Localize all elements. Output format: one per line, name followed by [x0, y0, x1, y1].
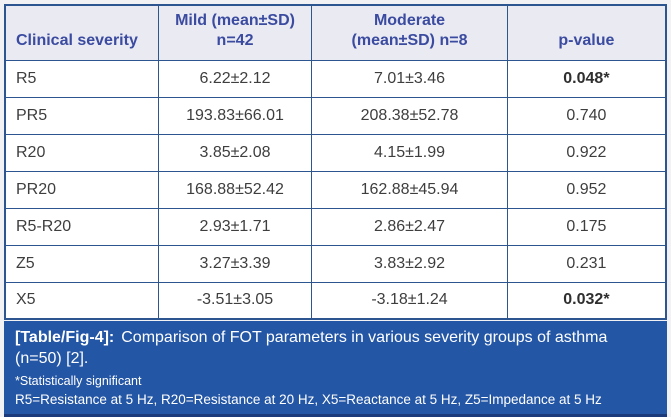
table-row: X5 -3.51±3.05 -3.18±1.24 0.032* [4, 281, 667, 320]
table-row: PR5 193.83±66.01 208.38±52.78 0.740 [4, 96, 667, 135]
moderate-value-cell: 7.01±3.46 [311, 59, 508, 98]
parameter-cell: R5-R20 [4, 207, 159, 246]
p-value-cell: 0.175 [506, 207, 667, 246]
caption-label: [Table/Fig-4]: [15, 329, 115, 346]
table-row: PR20 168.88±52.42 162.88±45.94 0.952 [4, 170, 667, 209]
p-value-cell: 0.740 [506, 96, 667, 135]
parameter-cell: R20 [4, 133, 159, 172]
parameter-cell: PR20 [4, 170, 159, 209]
header-moderate: Moderate (mean±SD) n=8 [311, 4, 508, 61]
p-value-cell: 0.032* [506, 281, 667, 320]
header-p-value: p-value [506, 4, 667, 61]
table-header-row: Clinical severity Mild (mean±SD) n=42 Mo… [4, 4, 667, 61]
moderate-value-cell: 3.83±2.92 [311, 244, 508, 283]
table-caption: [Table/Fig-4]: Comparison of FOT paramete… [4, 321, 667, 417]
mild-value-cell: 168.88±52.42 [157, 170, 313, 209]
table-row: R5 6.22±2.12 7.01±3.46 0.048* [4, 59, 667, 98]
p-value-cell: 0.922 [506, 133, 667, 172]
moderate-value-cell: 208.38±52.78 [311, 96, 508, 135]
table-row: R5-R20 2.93±1.71 2.86±2.47 0.175 [4, 207, 667, 246]
mild-value-cell: 2.93±1.71 [157, 207, 313, 246]
moderate-value-cell: 162.88±45.94 [311, 170, 508, 209]
mild-value-cell: -3.51±3.05 [157, 281, 313, 320]
caption-title: [Table/Fig-4]: Comparison of FOT paramete… [15, 328, 656, 370]
parameter-cell: R5 [4, 59, 159, 98]
caption-text: Comparison of FOT parameters in various … [15, 329, 608, 367]
header-mild-line1: Mild (mean±SD) [175, 12, 295, 30]
p-value-cell: 0.952 [506, 170, 667, 209]
header-moderate-line2: (mean±SD) n=8 [351, 31, 468, 49]
mild-value-cell: 193.83±66.01 [157, 96, 313, 135]
mild-value-cell: 3.85±2.08 [157, 133, 313, 172]
caption-note-abbreviations: R5=Resistance at 5 Hz, R20=Resistance at… [15, 392, 602, 408]
p-value-cell: 0.231 [506, 244, 667, 283]
caption-note-significant: *Statistically significant [15, 373, 142, 388]
moderate-value-cell: -3.18±1.24 [311, 281, 508, 320]
header-moderate-line1: Moderate [373, 12, 446, 30]
mild-value-cell: 3.27±3.39 [157, 244, 313, 283]
header-mild-line2: n=42 [216, 31, 254, 49]
mild-value-cell: 6.22±2.12 [157, 59, 313, 98]
header-clinical-severity: Clinical severity [4, 4, 159, 61]
moderate-value-cell: 2.86±2.47 [311, 207, 508, 246]
parameter-cell: PR5 [4, 96, 159, 135]
p-value-cell: 0.048* [506, 59, 667, 98]
table-row: Z5 3.27±3.39 3.83±2.92 0.231 [4, 244, 667, 283]
table-row: R20 3.85±2.08 4.15±1.99 0.922 [4, 133, 667, 172]
moderate-value-cell: 4.15±1.99 [311, 133, 508, 172]
fot-parameters-table: Clinical severity Mild (mean±SD) n=42 Mo… [4, 4, 667, 320]
header-mild: Mild (mean±SD) n=42 [157, 4, 313, 61]
parameter-cell: Z5 [4, 244, 159, 283]
parameter-cell: X5 [4, 281, 159, 320]
